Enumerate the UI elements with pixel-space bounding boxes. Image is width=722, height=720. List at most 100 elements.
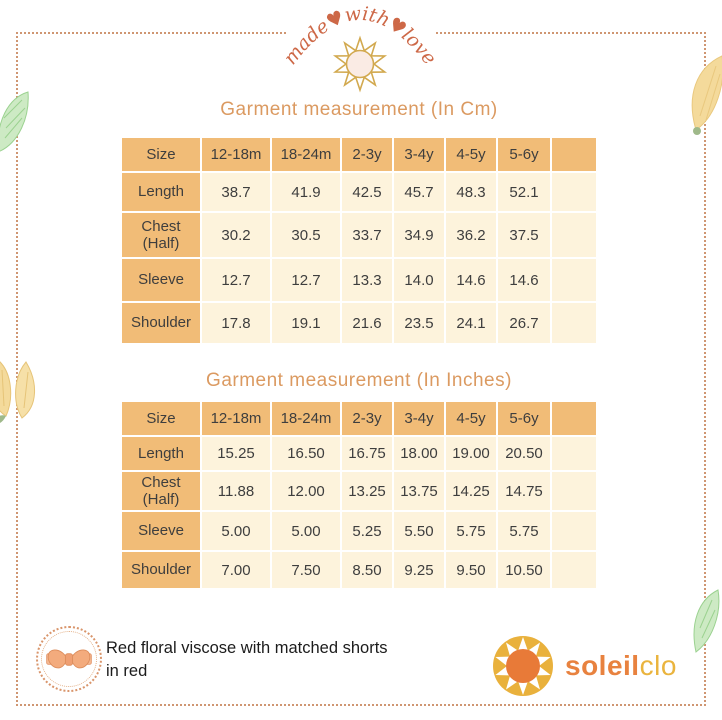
table-row: Length 15.25 16.50 16.75 18.00 19.00 20.… — [122, 437, 596, 470]
cell-empty — [552, 173, 596, 211]
petal-decoration-top-right — [691, 55, 722, 135]
row-label: Length — [122, 173, 200, 211]
cm-measurement-table: Size 12-18m 18-24m 2-3y 3-4y 4-5y 5-6y L… — [120, 136, 598, 345]
brand-wordmark: soleilclo — [565, 650, 677, 682]
leaf-decoration-top-left — [0, 91, 29, 152]
cell-empty — [552, 552, 596, 588]
cell-value: 23.5 — [394, 303, 444, 343]
cell-value: 8.50 — [342, 552, 392, 588]
cm-header-row: Size 12-18m 18-24m 2-3y 3-4y 4-5y 5-6y — [122, 138, 596, 171]
cell-value: 13.25 — [342, 472, 392, 510]
cell-value: 19.1 — [272, 303, 340, 343]
col-header-2-3y: 2-3y — [342, 402, 392, 435]
cell-value: 16.50 — [272, 437, 340, 470]
cell-value: 38.7 — [202, 173, 270, 211]
cell-value: 24.1 — [446, 303, 496, 343]
cell-empty — [552, 213, 596, 257]
caption-line-2: in red — [106, 662, 148, 681]
row-label: Shoulder — [122, 552, 200, 588]
cell-value: 52.1 — [498, 173, 550, 211]
cell-value: 37.5 — [498, 213, 550, 257]
row-label: Length — [122, 437, 200, 470]
table-row: Chest (Half) 30.2 30.5 33.7 34.9 36.2 37… — [122, 213, 596, 257]
col-header-size: Size — [122, 402, 200, 435]
cell-value: 14.6 — [498, 259, 550, 301]
cell-value: 9.25 — [394, 552, 444, 588]
col-header-4-5y: 4-5y — [446, 138, 496, 171]
inches-table-title: Garment measurement (In Inches) — [206, 370, 512, 391]
col-header-empty — [552, 402, 596, 435]
table-row: Shoulder 7.00 7.50 8.50 9.25 9.50 10.50 — [122, 552, 596, 588]
cell-value: 12.00 — [272, 472, 340, 510]
cell-value: 14.75 — [498, 472, 550, 510]
cell-value: 13.75 — [394, 472, 444, 510]
cell-value: 5.75 — [446, 512, 496, 550]
cell-value: 26.7 — [498, 303, 550, 343]
cell-value: 30.5 — [272, 213, 340, 257]
col-header-18-24m: 18-24m — [272, 402, 340, 435]
inches-header-row: Size 12-18m 18-24m 2-3y 3-4y 4-5y 5-6y — [122, 402, 596, 435]
cell-value: 41.9 — [272, 173, 340, 211]
table-row: Sleeve 12.7 12.7 13.3 14.0 14.6 14.6 — [122, 259, 596, 301]
cell-value: 33.7 — [342, 213, 392, 257]
cell-value: 12.7 — [272, 259, 340, 301]
cell-value: 5.50 — [394, 512, 444, 550]
flower-decoration-left — [0, 361, 36, 423]
cell-empty — [552, 472, 596, 510]
cell-value: 21.6 — [342, 303, 392, 343]
brand-clo: clo — [639, 650, 677, 681]
leaf-decoration-right — [693, 589, 720, 653]
col-header-2-3y: 2-3y — [342, 138, 392, 171]
table-row: Sleeve 5.00 5.00 5.25 5.50 5.75 5.75 — [122, 512, 596, 550]
bow-icon — [46, 649, 92, 669]
col-header-5-6y: 5-6y — [498, 138, 550, 171]
row-label: Sleeve — [122, 259, 200, 301]
sun-icon — [332, 35, 388, 93]
cm-table-title: Garment measurement (In Cm) — [220, 99, 498, 120]
cell-value: 5.00 — [202, 512, 270, 550]
col-header-12-18m: 12-18m — [202, 402, 270, 435]
table-row: Chest (Half) 11.88 12.00 13.25 13.75 14.… — [122, 472, 596, 510]
cell-value: 16.75 — [342, 437, 392, 470]
cell-value: 45.7 — [394, 173, 444, 211]
cell-value: 11.88 — [202, 472, 270, 510]
cell-value: 12.7 — [202, 259, 270, 301]
row-label: Shoulder — [122, 303, 200, 343]
col-header-12-18m: 12-18m — [202, 138, 270, 171]
made-with-love-logo: made♥with♥love — [279, 3, 441, 93]
cell-value: 20.50 — [498, 437, 550, 470]
cell-empty — [552, 437, 596, 470]
soleilclo-logo: soleilclo — [491, 634, 677, 698]
cell-empty — [552, 303, 596, 343]
col-header-size: Size — [122, 138, 200, 171]
bow-badge — [36, 626, 102, 692]
cell-value: 36.2 — [446, 213, 496, 257]
cell-value: 9.50 — [446, 552, 496, 588]
inches-measurement-table: Size 12-18m 18-24m 2-3y 3-4y 4-5y 5-6y L… — [120, 400, 598, 590]
caption-line-1: Red floral viscose with matched shorts — [106, 639, 388, 657]
cell-value: 30.2 — [202, 213, 270, 257]
col-header-4-5y: 4-5y — [446, 402, 496, 435]
dotted-page-border — [16, 32, 706, 706]
cell-value: 48.3 — [446, 173, 496, 211]
border-logo-gap — [288, 28, 434, 38]
row-label: Sleeve — [122, 512, 200, 550]
cell-empty — [552, 512, 596, 550]
cell-value: 14.0 — [394, 259, 444, 301]
cell-value: 42.5 — [342, 173, 392, 211]
col-header-18-24m: 18-24m — [272, 138, 340, 171]
table-row: Length 38.7 41.9 42.5 45.7 48.3 52.1 — [122, 173, 596, 211]
product-caption: Red floral viscose with matched shorts i… — [106, 637, 436, 684]
cell-value: 5.75 — [498, 512, 550, 550]
cell-value: 7.00 — [202, 552, 270, 588]
cell-value: 14.25 — [446, 472, 496, 510]
cell-value: 15.25 — [202, 437, 270, 470]
row-label: Chest (Half) — [122, 472, 200, 510]
cell-value: 13.3 — [342, 259, 392, 301]
cell-value: 7.50 — [272, 552, 340, 588]
col-header-5-6y: 5-6y — [498, 402, 550, 435]
cell-value: 14.6 — [446, 259, 496, 301]
col-header-3-4y: 3-4y — [394, 138, 444, 171]
cell-value: 5.00 — [272, 512, 340, 550]
